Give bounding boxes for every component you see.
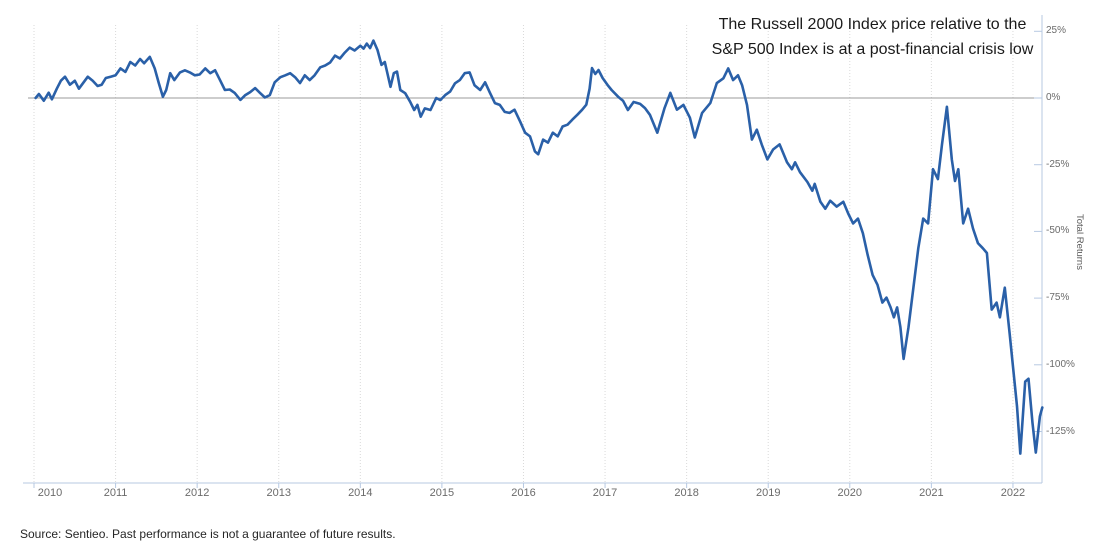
x-tick-label: 2020 [837,487,863,499]
y-tick-label: 25% [1046,25,1067,37]
chart-title: The Russell 2000 Index price relative to… [700,12,1045,62]
y-tick-label: -50% [1046,225,1070,237]
y-tick-label: -125% [1046,425,1075,437]
y-tick-label: 0% [1046,92,1061,103]
series-line [34,39,1044,455]
x-tick-label: 2016 [511,487,536,499]
x-tick-label: 2021 [919,487,944,499]
x-tick-label: 2022 [1000,487,1026,499]
y-tick-label: -25% [1046,158,1070,170]
x-tick-label: 2013 [266,487,291,499]
chart-title-line1: The Russell 2000 Index price relative to… [718,16,1027,33]
x-tick-label: 2015 [429,487,455,499]
x-tick-label: 2014 [348,487,373,499]
chart-title-line2: S&P 500 Index is at a post-financial cri… [711,41,1034,58]
x-tick-label: 2012 [184,487,210,499]
x-tick-label: 2019 [755,487,781,499]
y-tick-label: -75% [1046,292,1070,304]
x-tick-label: 2017 [592,487,618,499]
source-note: Source: Sentieo. Past performance is not… [20,527,396,541]
x-tick-label: 2011 [103,487,128,499]
y-axis-title: Total Returns [1074,214,1085,270]
x-tick-label: 2018 [674,487,699,499]
x-tick-label: 2010 [37,487,63,499]
y-tick-label: -100% [1046,358,1075,370]
